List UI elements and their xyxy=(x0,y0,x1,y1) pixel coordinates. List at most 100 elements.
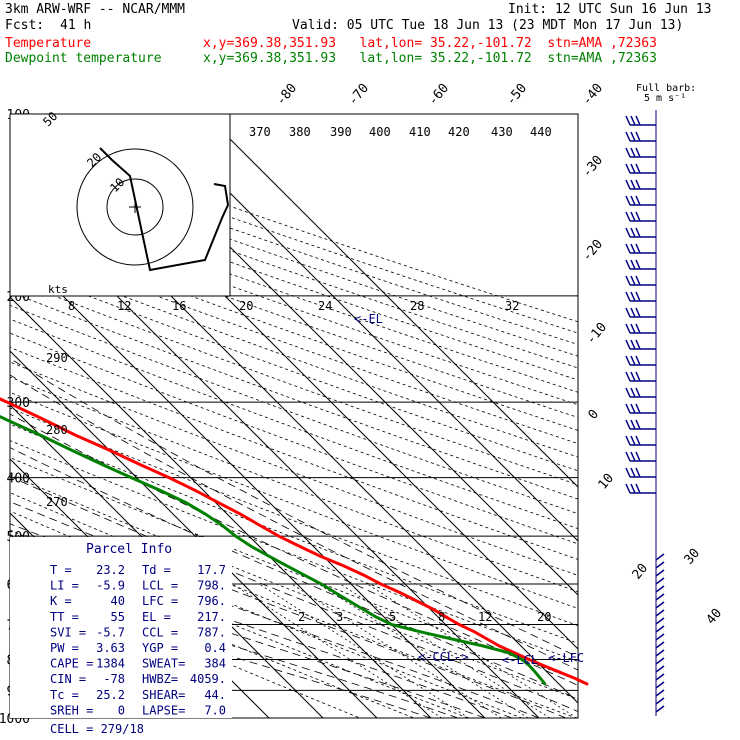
wind-barb xyxy=(625,275,656,286)
wind-barb-low xyxy=(655,561,665,569)
mixing-line-0 xyxy=(231,583,443,718)
wind-barb xyxy=(625,451,656,462)
wind-barb-low xyxy=(655,601,665,609)
mixing-line-2 xyxy=(291,583,502,718)
parcel-value: 384 xyxy=(204,657,226,671)
dry-adiabat-520 xyxy=(10,170,578,369)
isotherm--20 xyxy=(10,350,378,718)
parcel-info-panel: Parcel Info T = 23.2 Td = 17.7 LI = -5.9 LCL = 7… xyxy=(10,537,232,736)
parcel-panel-bg xyxy=(10,537,232,718)
parcel-value: 17.7 xyxy=(197,563,226,577)
wind-barb xyxy=(625,467,656,478)
dry-adiabat-460 xyxy=(10,240,578,445)
parcel-label: K = xyxy=(50,594,72,608)
theta-label-280: 280 xyxy=(46,423,68,437)
isotherm-label-10: 10 xyxy=(596,471,618,493)
isotherm-50 xyxy=(150,114,578,542)
speed-label-20: 20 xyxy=(239,299,253,313)
parcel-value: 798. xyxy=(197,579,226,593)
mixing-ratio-label-5: 5 xyxy=(389,610,396,624)
forecast-label: Fcst: xyxy=(5,18,45,33)
theta-label-430: 430 xyxy=(491,125,513,139)
wind-barb-low xyxy=(655,593,665,601)
dry-adiabat-300 xyxy=(10,474,578,700)
parcel-value: -5.9 xyxy=(96,579,125,593)
dry-adiabat-470 xyxy=(10,228,578,431)
dewpoint-profile xyxy=(0,414,547,686)
isotherm-label-m70: -70 xyxy=(346,81,373,109)
wind-barb-low xyxy=(655,697,665,705)
wind-barb-low xyxy=(655,585,665,593)
wind-barb xyxy=(625,147,656,158)
hodograph-ring-1 xyxy=(76,148,194,266)
wind-barb xyxy=(625,131,656,142)
parcel-label: SWEAT= xyxy=(142,657,185,671)
parcel-label: CAPE = xyxy=(50,657,93,671)
model-title: 3km ARW-WRF -- NCAR/MMM xyxy=(5,2,186,17)
speed-label-8: 8 xyxy=(68,299,75,313)
parcel-value: 23.2 xyxy=(96,563,125,577)
wind-barb-low xyxy=(655,617,665,625)
parcel-value: 55 xyxy=(111,610,125,624)
wind-barb xyxy=(625,355,656,366)
parcel-label: LFC = xyxy=(142,594,178,608)
speed-label-12: 12 xyxy=(117,299,131,313)
isotherm-label-0: 0 xyxy=(586,407,603,423)
mixing-ratio-label-20: 20 xyxy=(537,610,551,624)
dry-adiabat-380 xyxy=(10,346,578,560)
parcel-value: 7.0 xyxy=(204,703,226,717)
hodograph-trace xyxy=(99,147,230,272)
wind-barb-low xyxy=(655,577,665,585)
barb-key-label: Full barb: xyxy=(636,83,697,94)
mixing-line-1 xyxy=(258,583,470,718)
parcel-label: SREH = xyxy=(50,703,93,717)
theta-label-440: 440 xyxy=(530,125,552,139)
wind-barb-low xyxy=(655,569,665,577)
theta-label-420: 420 xyxy=(448,125,470,139)
dry-adiabat-450 xyxy=(10,252,578,458)
ccl-annotation: <-CCL-> xyxy=(418,650,469,664)
speed-label-32: 32 xyxy=(505,299,519,313)
wind-barb-low xyxy=(655,689,665,697)
isotherm-60 xyxy=(204,114,578,488)
wind-barb xyxy=(625,227,656,238)
parcel-label: SVI = xyxy=(50,625,86,639)
parcel-label: CIN = xyxy=(50,672,86,686)
parcel-label: T = xyxy=(50,563,72,577)
isotherm-label-m10: -10 xyxy=(584,320,611,348)
valid-time: Valid: 05 UTC Tue 18 Jun 13 (23 MDT Mon … xyxy=(292,18,684,33)
dry-adiabat-390 xyxy=(10,332,578,545)
parcel-label: CCL = xyxy=(142,625,178,639)
wind-barbs xyxy=(625,110,665,716)
el-annotation: <-EL xyxy=(354,312,383,326)
pressure-tick-400: 400 xyxy=(7,472,30,487)
pressure-tick-300: 300 xyxy=(7,396,30,411)
isotherm-label-m60: -60 xyxy=(426,81,453,109)
barb-key-value: 5 m s⁻¹ xyxy=(644,93,687,104)
dewpoint-legend: Dewpoint temperature xyxy=(5,51,162,66)
parcel-label: YGP = xyxy=(142,641,178,655)
lcl-annotation: <-LCL xyxy=(502,653,538,667)
parcel-value: 0 xyxy=(118,703,125,717)
parcel-value: 796. xyxy=(197,594,226,608)
forecast-hour: 41 h xyxy=(60,18,92,33)
wind-barb-low xyxy=(655,633,665,641)
wind-barb xyxy=(625,339,656,350)
speed-label-24: 24 xyxy=(318,299,332,313)
wind-barb xyxy=(625,387,656,398)
parcel-value: 4059. xyxy=(190,672,226,686)
speed-label-16: 16 xyxy=(172,299,186,313)
parcel-value: 217. xyxy=(197,610,226,624)
isotherm-label-m40: -40 xyxy=(580,81,607,109)
wind-barb xyxy=(625,163,656,174)
dry-adiabat-440 xyxy=(10,265,578,472)
speed-label-28: 28 xyxy=(410,299,424,313)
isotherm-label-20: 20 xyxy=(630,561,652,583)
parcel-label: LAPSE= xyxy=(142,703,185,717)
mixing-ratio-lines xyxy=(231,583,578,718)
dry-adiabat-280 xyxy=(10,510,524,718)
mixing-ratio-label-8: 8 xyxy=(438,610,445,624)
isotherm-label-m80: -80 xyxy=(274,81,301,109)
wind-barb xyxy=(625,435,656,446)
